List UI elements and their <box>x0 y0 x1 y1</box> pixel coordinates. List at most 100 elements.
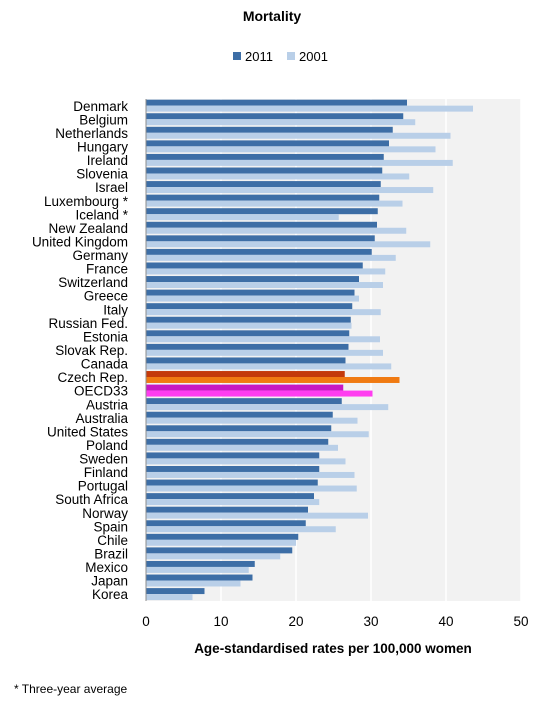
category-label: Poland <box>86 438 128 453</box>
legend-label-2001: 2001 <box>299 49 328 64</box>
legend-swatch-2001 <box>287 52 295 60</box>
bar-2001 <box>146 214 339 221</box>
bar-2001 <box>146 309 381 316</box>
bar-2011 <box>146 99 407 106</box>
category-label: France <box>86 262 128 277</box>
bar-2011 <box>146 262 363 269</box>
bar-2011 <box>146 126 393 133</box>
bar-2011 <box>146 140 389 147</box>
x-tick-label: 50 <box>513 614 528 629</box>
category-label: Greece <box>84 289 128 304</box>
category-label: Sweden <box>79 452 128 467</box>
bar-2001 <box>146 526 336 533</box>
category-label: Korea <box>92 587 129 602</box>
category-label: Russian Fed. <box>48 316 128 331</box>
bar-2001 <box>146 458 346 465</box>
bar-2001 <box>146 227 407 234</box>
category-label: Mexico <box>85 560 128 575</box>
footnote: * Three-year average <box>14 682 128 696</box>
bar-2001 <box>146 200 403 207</box>
bar-2011 <box>146 276 359 283</box>
bar-2011 <box>146 221 377 228</box>
bar-2001 <box>146 282 383 288</box>
bar-2001 <box>146 485 357 492</box>
category-label: Japan <box>91 574 128 589</box>
bar-2001 <box>146 349 383 356</box>
bar-2001 <box>146 336 380 343</box>
bar-2011 <box>146 466 320 472</box>
category-label: Slovenia <box>76 167 128 182</box>
category-label: Israel <box>95 180 128 195</box>
bar-2001 <box>146 241 431 248</box>
bar-2001 <box>146 539 296 546</box>
bar-2001 <box>146 512 368 519</box>
bar-2011 <box>146 520 306 527</box>
category-label: Iceland * <box>75 207 128 222</box>
bar-2001 <box>146 566 249 573</box>
category-label: Switzerland <box>58 275 128 290</box>
bar-2001 <box>146 580 241 587</box>
category-label: Denmark <box>73 99 128 114</box>
bar-2001 <box>146 254 396 261</box>
bar-2011 <box>146 181 381 188</box>
category-label: Belgium <box>79 112 128 127</box>
bar-2011 <box>146 153 384 160</box>
bar-2001 <box>146 390 373 397</box>
legend-swatch-2011 <box>233 52 241 60</box>
bar-2011 <box>146 560 255 567</box>
bar-2011 <box>146 113 404 120</box>
bar-2001 <box>146 173 410 180</box>
bar-2011 <box>146 357 346 364</box>
category-label: Brazil <box>94 547 128 562</box>
bar-2011 <box>146 248 372 255</box>
category-label: Luxembourg * <box>44 194 129 209</box>
bar-2011 <box>146 533 299 540</box>
bar-2011 <box>146 479 318 486</box>
category-label: New Zealand <box>48 221 128 236</box>
x-tick-label: 20 <box>288 614 303 629</box>
category-label: United Kingdom <box>32 234 128 249</box>
category-label: Slovak Rep. <box>55 343 128 358</box>
bar-2001 <box>146 404 389 411</box>
legend-label-2011: 2011 <box>245 49 273 64</box>
bar-2011 <box>146 316 351 323</box>
bar-2001 <box>146 471 355 478</box>
category-label: Australia <box>75 411 128 426</box>
bar-2011 <box>146 411 333 418</box>
bar-2011 <box>146 574 253 581</box>
x-tick-label: 0 <box>142 614 150 629</box>
category-label: Ireland <box>87 153 128 168</box>
bar-2011 <box>146 438 329 445</box>
bar-2011 <box>146 506 308 513</box>
bar-2001 <box>146 132 451 139</box>
bar-2011 <box>146 588 205 595</box>
chart-title: Mortality <box>243 8 302 24</box>
bar-2011 <box>146 452 320 459</box>
x-tick-label: 10 <box>213 614 228 629</box>
bar-2001 <box>146 363 392 370</box>
x-tick-label: 40 <box>438 614 453 629</box>
x-axis-title: Age-standardised rates per 100,000 women <box>194 641 472 656</box>
bar-2011 <box>146 330 350 337</box>
bar-2011 <box>146 371 345 377</box>
bar-2001 <box>146 159 453 166</box>
category-label: Chile <box>97 533 128 548</box>
bar-2001 <box>146 187 434 194</box>
bar-2001 <box>146 376 400 383</box>
category-label: South Africa <box>55 492 128 507</box>
category-label: Estonia <box>83 329 129 344</box>
category-label: Hungary <box>77 139 128 154</box>
category-label: Netherlands <box>55 126 128 141</box>
bar-2011 <box>146 547 293 554</box>
category-label: Italy <box>103 302 128 317</box>
bar-2011 <box>146 384 344 391</box>
category-label: Norway <box>82 506 128 521</box>
bar-2011 <box>146 425 332 432</box>
plot-area: 0 10 20 30 40 50 DenmarkBelgiumNetherlandsHung… <box>32 99 529 629</box>
bar-2011 <box>146 493 314 500</box>
category-label: Germany <box>72 248 128 263</box>
bar-2001 <box>146 553 281 560</box>
bar-2011 <box>146 194 380 201</box>
bar-2011 <box>146 303 353 310</box>
bar-2001 <box>146 105 473 112</box>
